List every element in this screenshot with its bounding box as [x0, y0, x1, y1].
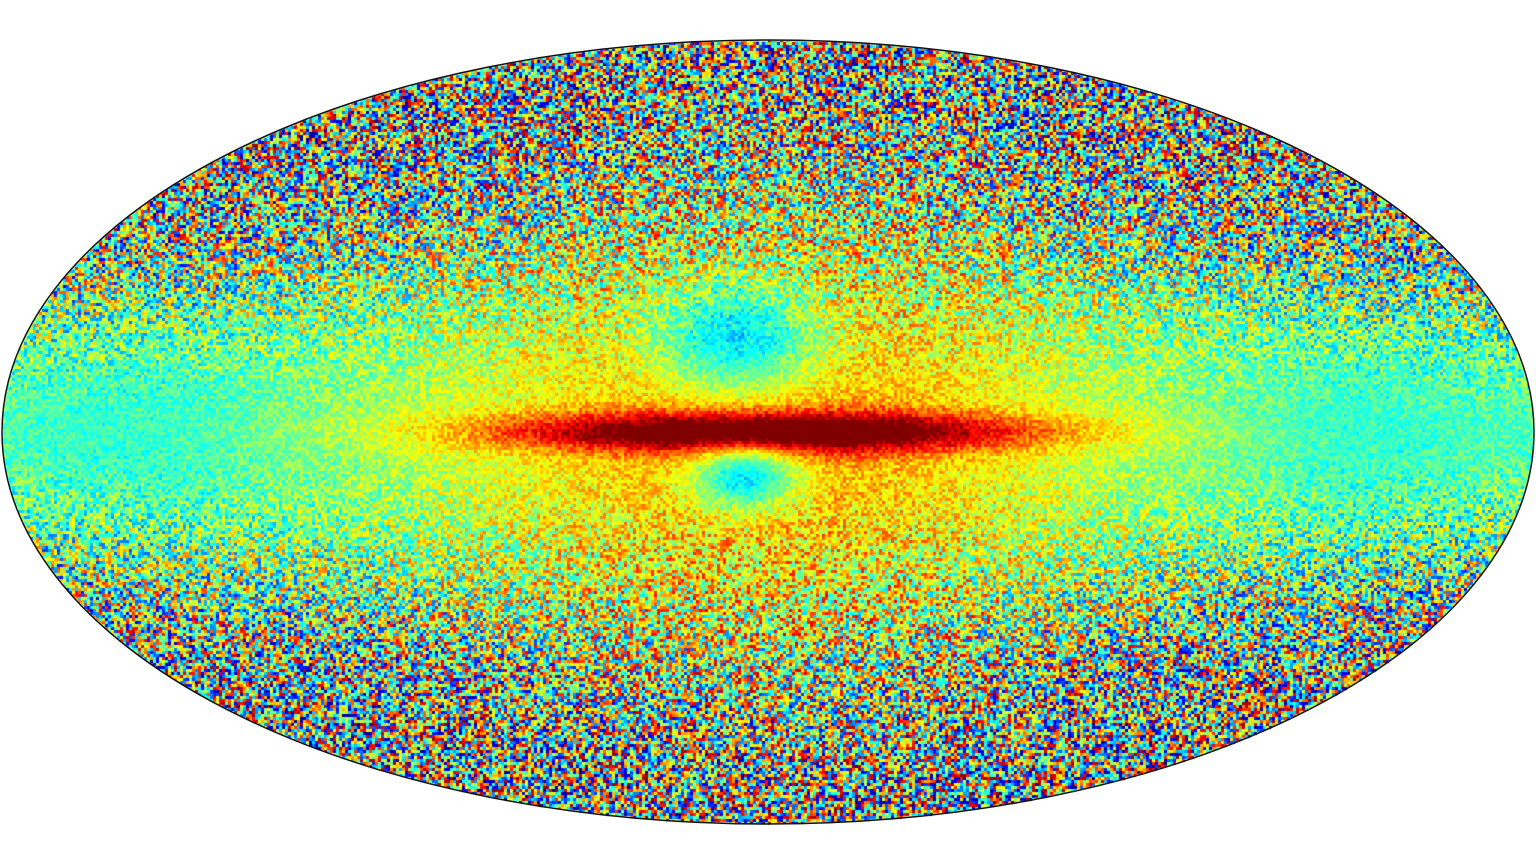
all-sky-map	[0, 0, 1536, 864]
